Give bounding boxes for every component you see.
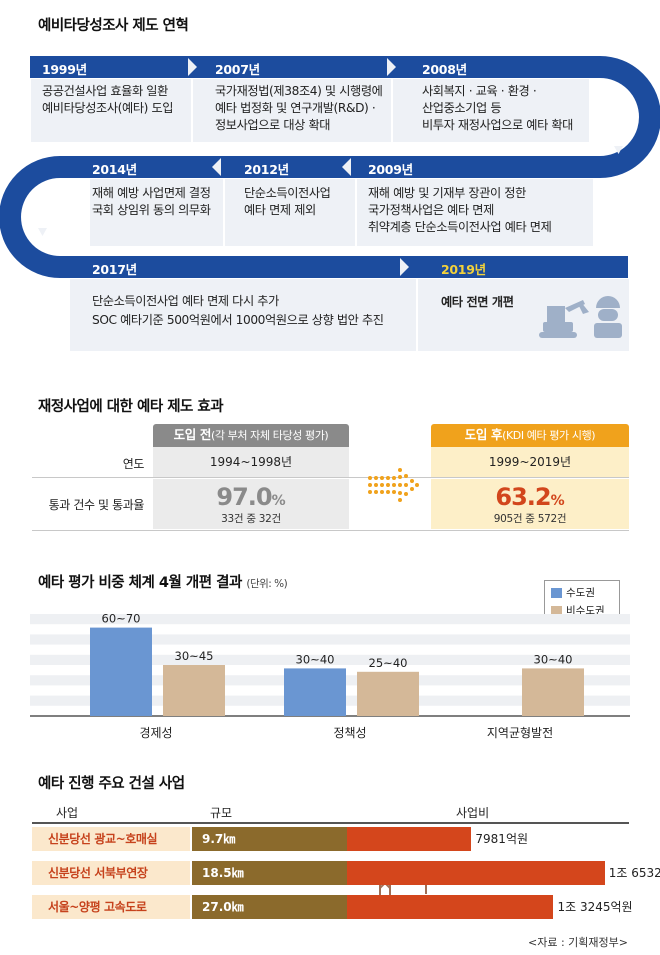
timeline-title: 예비타당성조사 제도 연혁 — [38, 18, 189, 34]
legend-swatch-noncapital — [551, 605, 562, 616]
project-cost-label-2: 1조 3245억원 — [557, 900, 633, 914]
before-count: 33건 중 32건 — [221, 513, 281, 525]
projects-header-cost: 사업비 — [456, 806, 490, 820]
project-cost-bar-2 — [347, 895, 554, 919]
bar-label-1-2: 30~40 — [534, 652, 573, 666]
timeline-year-2008: 2008년 — [422, 62, 467, 77]
worker-icon — [594, 296, 622, 338]
timeline-year-1999: 1999년 — [42, 62, 87, 77]
comparison-title: 재정사업에 대한 예타 제도 효과 — [38, 399, 224, 415]
excavator-icon — [539, 300, 589, 338]
project-size-1: 18.5㎞ — [192, 861, 347, 885]
projects-title: 예타 진행 주요 건설 사업 — [38, 776, 185, 792]
bar-capital-1 — [284, 668, 346, 716]
project-name-0: 신분당선 광교~호매실 — [32, 827, 190, 851]
after-period: 1999~2019년 — [431, 447, 629, 477]
after-rate: 63.2 — [495, 483, 551, 511]
before-rate: 97.0 — [216, 483, 272, 511]
project-cost-bar-0 — [347, 827, 472, 851]
category-label-policy: 정책성 — [333, 726, 367, 740]
project-size-0: 9.7㎞ — [192, 827, 347, 851]
grid-stripe — [30, 654, 630, 665]
timeline-year-2007: 2007년 — [215, 62, 260, 77]
project-name-1: 신분당선 서북부연장 — [32, 861, 190, 885]
project-cost-label-0: 7981억원 — [475, 832, 529, 846]
before-period: 1994~1998년 — [153, 447, 349, 477]
timeline-arrows — [188, 58, 409, 276]
comparison-divider-bottom — [32, 530, 629, 531]
bar-label-1-1: 25~40 — [369, 656, 408, 670]
timeline-down-arrow-left — [38, 228, 47, 236]
projects-header-name: 사업 — [56, 806, 79, 820]
timeline-year-2019: 2019년 — [441, 262, 486, 277]
legend-swatch-capital — [551, 587, 562, 598]
timeline-desc-2008: 사회복지 · 교육 · 환경 · 산업중소기업 등 비투자 재정사업으로 예타 확대 — [422, 84, 573, 132]
timeline-desc-2012: 단순소득이전사업 예타 면제 제외 — [244, 186, 331, 217]
project-cost-label-1: 1조 6532억원 — [608, 866, 660, 880]
projects-header-line — [32, 822, 629, 824]
project-size-2: 27.0㎞ — [192, 895, 347, 919]
bar-label-1-0: 30~45 — [175, 649, 214, 663]
bar-label-0-0: 60~70 — [102, 612, 141, 626]
bar-noncapital-2 — [522, 668, 584, 716]
after-count: 905건 중 572건 — [493, 513, 567, 525]
category-label-economic: 경제성 — [139, 726, 173, 740]
timeline-path — [0, 56, 660, 278]
comparison-divider-top — [32, 477, 629, 478]
timeline-desc-1999: 공공건설사업 효율화 일환 예비타당성조사(예타) 도입 — [42, 84, 174, 115]
bar-capital-0 — [90, 627, 152, 716]
dotted-arrow-icon — [368, 468, 419, 502]
timeline-desc-2019: 예타 전면 개편 — [441, 295, 514, 309]
row-label-pass-rate: 통과 건수 및 통과율 — [48, 498, 145, 512]
row-label-year: 연도 — [122, 457, 145, 471]
timeline-year-2009: 2009년 — [368, 162, 413, 177]
after-header: 도입 후(KDI 예타 평가 시행) — [431, 424, 629, 447]
timeline-panels — [31, 79, 629, 351]
timeline-year-2017: 2017년 — [92, 262, 137, 277]
timeline-desc-2007: 국가재정법(제38조4) 및 시행령에 예타 법정화 및 연구개발(R&D) · 정… — [215, 84, 383, 132]
timeline-year-2014: 2014년 — [92, 162, 137, 177]
legend-capital: 수도권 — [566, 587, 595, 599]
bar-noncapital-1 — [357, 671, 419, 716]
timeline-desc-2009: 재해 예방 및 기재부 장관이 정한 국가정책사업은 예타 면제 취약계층 단순소득… — [368, 186, 552, 234]
weight-chart-title: 예타 평가 비중 체계 4월 개편 결과 (단위: %) — [38, 575, 288, 591]
projects-header-size: 규모 — [210, 806, 233, 820]
timeline-desc-2017: 단순소득이전사업 예타 면제 다시 추가 SOC 예타기준 500억원에서 100… — [92, 294, 384, 327]
project-name-2: 서울~양평 고속도로 — [32, 895, 190, 919]
timeline-desc-2014: 재해 예방 사업면제 결정 국회 상임위 동의 의무화 — [92, 186, 211, 217]
category-label-regional: 지역균형발전 — [486, 726, 554, 740]
before-rate-cell: 97.0% 33건 중 32건 — [153, 479, 349, 529]
grid-stripe — [30, 614, 630, 625]
timeline-band — [0, 56, 660, 351]
timeline-down-arrow — [614, 146, 623, 154]
grid-stripe — [30, 634, 630, 645]
timeline-year-2012: 2012년 — [244, 162, 289, 177]
source-note: <자료 : 기획재정부> — [528, 936, 628, 949]
weight-bar-chart: 60~70 30~40 30~45 25~40 30~40 — [30, 612, 630, 717]
bar-noncapital-0 — [163, 665, 225, 716]
after-rate-cell: 63.2% 905건 중 572건 — [431, 479, 629, 529]
bar-label-0-1: 30~40 — [296, 652, 335, 666]
before-header: 도입 전(각 부처 자체 타당성 평가) — [153, 424, 349, 447]
project-cost-bar-1 — [347, 861, 605, 885]
